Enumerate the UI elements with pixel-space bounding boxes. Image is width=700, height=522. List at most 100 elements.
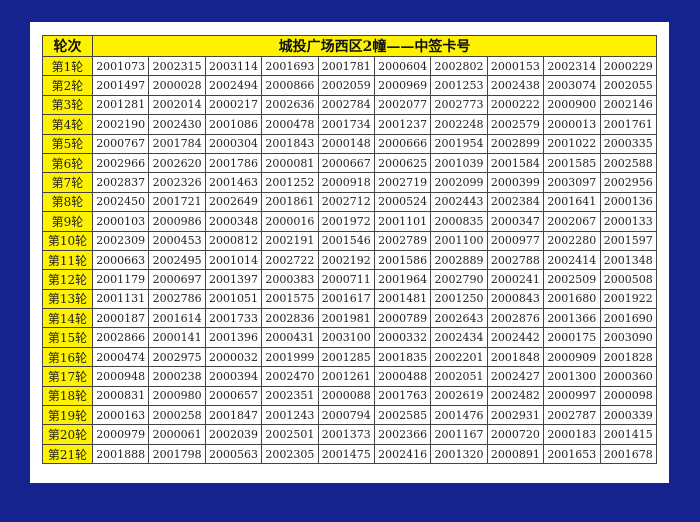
card-number-cell: 2001396	[204, 327, 263, 348]
card-number-cell: 2000360	[599, 366, 658, 387]
card-number-cell: 2002442	[486, 327, 545, 348]
table-row: 第6轮 2002966 2002620 2001786 2000081 2000667 20…	[42, 152, 658, 174]
card-number-cell: 2002786	[148, 288, 206, 310]
card-number-cell: 2000789	[373, 308, 432, 329]
card-number-cell: 2002649	[204, 191, 263, 213]
card-number-cell: 2000474	[91, 346, 150, 368]
card-number-cell: 2003074	[543, 75, 601, 96]
card-number-cell: 2002077	[373, 94, 432, 116]
card-number-cell: 2001693	[261, 55, 319, 77]
round-label: 第12轮	[42, 269, 93, 290]
card-number-cell: 2001475	[317, 443, 375, 465]
card-number-cell: 2001781	[317, 55, 375, 77]
card-number-cell: 2001397	[204, 269, 263, 290]
card-number-cell: 2002351	[261, 385, 319, 407]
card-number-cell: 2002309	[91, 230, 150, 251]
card-number-cell: 2002773	[430, 94, 488, 116]
card-number-cell: 2002384	[486, 191, 545, 213]
card-number-cell: 2000103	[91, 211, 150, 232]
card-number-cell: 2000969	[373, 75, 432, 96]
card-number-cell: 2001463	[204, 172, 263, 193]
round-label: 第16轮	[42, 346, 93, 368]
card-number-cell: 2001285	[317, 346, 375, 368]
round-label: 第15轮	[42, 327, 93, 348]
card-number-cell: 2001597	[599, 230, 658, 251]
card-number-cell: 2000088	[317, 385, 375, 407]
card-number-cell: 2000812	[204, 230, 263, 251]
card-number-cell: 2001954	[430, 133, 488, 154]
card-number-cell: 2002579	[486, 114, 545, 135]
card-number-cell: 2001964	[373, 269, 432, 290]
card-number-cell: 2001237	[373, 114, 432, 135]
card-number-cell: 2001641	[543, 191, 601, 213]
card-number-cell: 2002191	[261, 230, 319, 251]
card-number-cell: 2002494	[204, 75, 263, 96]
card-number-cell: 2001253	[430, 75, 488, 96]
card-number-cell: 2001678	[599, 443, 658, 465]
round-label: 第18轮	[42, 385, 93, 407]
card-number-cell: 2000028	[148, 75, 206, 96]
card-number-cell: 2001546	[317, 230, 375, 251]
card-number-cell: 2002146	[599, 94, 658, 116]
card-number-cell: 2002866	[91, 327, 150, 348]
round-label: 第10轮	[42, 230, 93, 251]
table-row: 第15轮 2002866 2000141 2001396 2000431 2003100 2…	[42, 327, 658, 348]
table-row: 第11轮 2000663 2002495 2001014 2002722 2002192 2…	[42, 249, 658, 271]
card-number-cell: 2002643	[430, 308, 488, 329]
card-number-cell: 2002789	[373, 230, 432, 251]
round-label: 第14轮	[42, 308, 93, 329]
table-row: 第10轮 2002309 2000453 2000812 2002191 2001546 2…	[42, 230, 658, 251]
card-number-cell: 2000081	[261, 152, 319, 174]
card-number-cell: 2000238	[148, 366, 206, 387]
card-number-cell: 2002899	[486, 133, 545, 154]
card-number-cell: 2001243	[261, 405, 319, 426]
card-number-cell: 2000347	[486, 211, 545, 232]
card-number-cell: 2000183	[543, 424, 601, 445]
card-number-cell: 2002482	[486, 385, 545, 407]
card-number-cell: 2001100	[430, 230, 488, 251]
table-row: 第3轮 2001281 2002014 2000217 2002636 2002784 20…	[42, 94, 658, 116]
round-label: 第5轮	[42, 133, 93, 154]
card-number-cell: 2000720	[486, 424, 545, 445]
round-label: 第4轮	[42, 114, 93, 135]
card-number-cell: 2000032	[204, 346, 263, 368]
card-number-cell: 2002438	[486, 75, 545, 96]
card-number-cell: 2003114	[204, 55, 263, 77]
card-number-cell: 2001981	[317, 308, 375, 329]
card-number-cell: 2001922	[599, 288, 658, 310]
table-row: 第14轮 2000187 2001614 2001733 2002836 2001981 2…	[42, 308, 658, 329]
card-number-cell: 2000986	[148, 211, 206, 232]
card-number-cell: 2000335	[599, 133, 658, 154]
card-number-cell: 2001348	[599, 249, 658, 271]
round-label: 第9轮	[42, 211, 93, 232]
round-label: 第8轮	[42, 191, 93, 213]
table-row: 第8轮 2002450 2001721 2002649 2001861 2002712 20…	[42, 191, 658, 213]
card-number-cell: 2000663	[91, 249, 150, 271]
card-number-cell: 2000339	[599, 405, 658, 426]
card-number-cell: 2002931	[486, 405, 545, 426]
table-row: 第16轮 2000474 2002975 2000032 2001999 2001285 2…	[42, 346, 658, 368]
card-number-cell: 2002636	[261, 94, 319, 116]
card-number-cell: 2000061	[148, 424, 206, 445]
card-number-cell: 2002059	[317, 75, 375, 96]
card-number-cell: 2001022	[543, 133, 601, 154]
card-number-cell: 2002470	[261, 366, 319, 387]
table-row: 第1轮 2001073 2002315 2003114 2001693 2001781 20…	[42, 55, 658, 77]
card-number-cell: 2001617	[317, 288, 375, 310]
round-label: 第21轮	[42, 443, 93, 465]
card-number-cell: 2001051	[204, 288, 263, 310]
card-number-cell: 2000348	[204, 211, 263, 232]
card-number-cell: 2001614	[148, 308, 206, 329]
card-number-cell: 2000187	[91, 308, 150, 329]
card-number-cell: 2000431	[261, 327, 319, 348]
card-number-cell: 2002416	[373, 443, 432, 465]
card-number-cell: 2003100	[317, 327, 375, 348]
card-number-cell: 2000141	[148, 327, 206, 348]
card-number-cell: 2002280	[543, 230, 601, 251]
table-row: 第2轮 2001497 2000028 2002494 2000866 2002059 20…	[42, 75, 658, 96]
card-number-cell: 2001733	[204, 308, 263, 329]
card-number-cell: 2000831	[91, 385, 150, 407]
card-number-cell: 2002787	[543, 405, 601, 426]
table-row: 第4轮 2002190 2002430 2001086 2000478 2001734 20…	[42, 114, 658, 135]
table-row: 第19轮 2000163 2000258 2001847 2001243 2000794 2…	[42, 405, 658, 426]
